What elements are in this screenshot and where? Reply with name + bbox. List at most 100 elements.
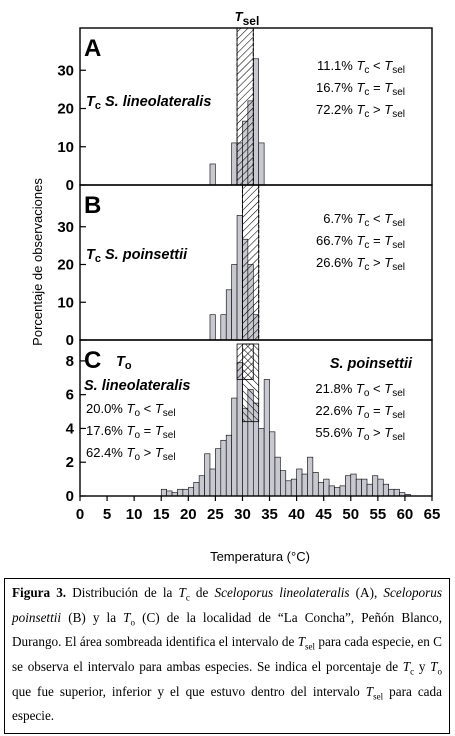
x-tick-label: 50 (342, 506, 359, 523)
x-tick-label: 20 (180, 506, 197, 523)
histogram-bar (204, 453, 211, 497)
histogram-bar (160, 488, 167, 497)
y-tick-label: 4 (66, 420, 75, 437)
histogram-bar (182, 488, 189, 497)
panel-frame (79, 339, 433, 497)
panel-letter: C (84, 347, 101, 374)
x-tick-label: 45 (315, 506, 332, 523)
histogram-bar (220, 439, 227, 497)
histogram-bar (252, 58, 260, 186)
histogram-bar (328, 485, 335, 497)
x-tick-label: 55 (370, 506, 387, 523)
histogram-bar (274, 456, 281, 497)
histogram-bar (393, 488, 400, 497)
x-tick-label: 30 (234, 506, 251, 523)
histogram-bar (290, 478, 297, 497)
figure-caption: Figura 3. Distribución de la Tc de Scelo… (4, 578, 450, 734)
species-label: Tc S. poinsettii (86, 247, 188, 265)
x-tick-label: 35 (261, 506, 278, 523)
y-tick-label: 2 (66, 454, 74, 471)
y-tick-label: 10 (57, 294, 74, 311)
y-tick-label: 6 (66, 387, 74, 404)
right-species-label: S. poinsettii (330, 356, 413, 372)
histogram-bar (296, 468, 303, 497)
histogram-bar (382, 483, 389, 497)
x-tick-label: 15 (153, 506, 170, 523)
to-label: To (116, 354, 132, 372)
y-tick-label: 0 (66, 332, 74, 349)
x-tick-label: 25 (207, 506, 224, 523)
percent-line: 72.2% Tc > Tsel (316, 102, 405, 120)
x-tick-label: 5 (103, 506, 111, 523)
histogram-bar (225, 289, 232, 341)
tsel-interval-2 (242, 343, 260, 423)
histogram-bar (301, 473, 308, 497)
histogram-bar (231, 397, 238, 497)
histogram-bar (231, 142, 238, 186)
histogram-bar (166, 490, 173, 497)
histogram-bar (372, 475, 379, 497)
left-percent-line: 17.6% To = Tsel (86, 423, 176, 441)
histogram-bar (258, 428, 265, 497)
histogram-bar (215, 448, 222, 497)
histogram-bar (317, 482, 324, 497)
x-tick-label: 0 (76, 506, 84, 523)
histogram-bar (258, 142, 265, 186)
y-tick-label: 0 (66, 488, 74, 505)
left-percent-line: 20.0% To < Tsel (86, 401, 176, 419)
histogram-bar (236, 362, 243, 497)
tsel-interval-1 (236, 27, 254, 186)
histogram-bar (236, 215, 243, 341)
histogram-bar (345, 475, 352, 497)
y-tick-label: 20 (57, 101, 74, 118)
x-tick-label: 65 (424, 506, 441, 523)
histogram-bar (366, 483, 373, 497)
percent-line: 11.1% Tc < Tsel (317, 58, 405, 76)
histogram-bar (220, 314, 227, 341)
histogram-bar (269, 431, 276, 497)
histogram-bar (361, 478, 368, 497)
histogram-bar (334, 487, 341, 497)
histogram-bar (377, 478, 384, 497)
histogram-bar (209, 468, 216, 497)
percent-line: 26.6% Tc > Tsel (316, 255, 405, 273)
panel-letter: B (84, 192, 101, 219)
y-tick-label: 8 (66, 353, 74, 370)
histogram-bar (198, 475, 205, 497)
y-tick-label: 30 (57, 219, 74, 236)
x-axis-label: Temperatura (°C) (210, 549, 310, 564)
caption-label: Figura 3. (12, 585, 67, 600)
y-tick-label: 0 (66, 177, 74, 194)
histogram-bar (263, 379, 270, 497)
histogram-bar (339, 485, 346, 497)
histogram-bar (307, 456, 314, 497)
histogram-bar (231, 264, 238, 341)
x-tick-label: 10 (126, 506, 143, 523)
right-percent-line: 55.6% To > Tsel (315, 425, 405, 443)
panel-letter: A (84, 35, 101, 62)
right-percent-line: 22.6% To = Tsel (315, 403, 405, 421)
caption-text: Distribución de la Tc de Sceloporus line… (12, 585, 442, 724)
histogram-bar (312, 472, 319, 497)
histogram-bar (355, 478, 362, 497)
histogram-bar (388, 488, 395, 497)
histogram-bar (285, 480, 292, 497)
right-percent-line: 21.8% To < Tsel (315, 381, 405, 399)
y-axis-label: Porcentaje de observaciones (30, 178, 45, 346)
histogram-bar (209, 314, 216, 341)
percent-line: 6.7% Tc < Tsel (323, 211, 405, 229)
histogram-bar (280, 470, 287, 497)
histogram-bar (177, 488, 184, 497)
histogram-bar (188, 487, 195, 497)
percent-line: 66.7% Tc = Tsel (316, 233, 405, 251)
histogram-bar (323, 478, 330, 497)
y-tick-label: 20 (57, 257, 74, 274)
x-tick-label: 40 (288, 506, 305, 523)
histogram-bar (350, 473, 357, 497)
y-tick-label: 30 (57, 62, 74, 79)
left-species-label: S. lineolateralis (84, 378, 190, 394)
histogram-bar (225, 434, 232, 497)
percent-line: 16.7% Tc = Tsel (316, 80, 405, 98)
tsel-interval-1 (242, 184, 260, 341)
